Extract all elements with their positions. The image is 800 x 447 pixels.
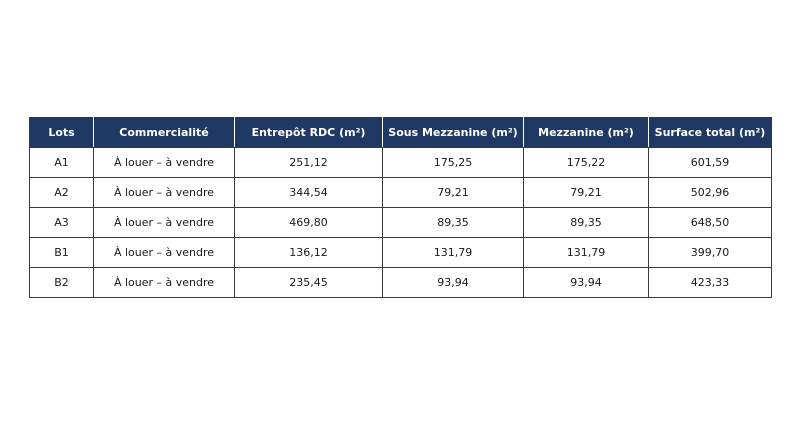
- table-row: B1 À louer – à vendre 136,12 131,79 131,…: [29, 237, 772, 268]
- header-mezzanine: Mezzanine (m²): [523, 117, 649, 148]
- cell-commercialite: À louer – à vendre: [93, 207, 235, 238]
- cell-entrepot-rdc: 251,12: [234, 147, 383, 178]
- cell-surface-total: 601,59: [648, 147, 772, 178]
- cell-commercialite: À louer – à vendre: [93, 177, 235, 208]
- header-row: Lots Commercialité Entrepôt RDC (m²) Sou…: [29, 117, 772, 148]
- cell-mezzanine: 79,21: [523, 177, 649, 208]
- cell-lot: A1: [29, 147, 94, 178]
- cell-lot: A3: [29, 207, 94, 238]
- cell-entrepot-rdc: 344,54: [234, 177, 383, 208]
- header-entrepot-rdc: Entrepôt RDC (m²): [234, 117, 383, 148]
- cell-surface-total: 502,96: [648, 177, 772, 208]
- header-sous-mezzanine: Sous Mezzanine (m²): [382, 117, 524, 148]
- header-surface-total: Surface total (m²): [648, 117, 772, 148]
- header-commercialite: Commercialité: [93, 117, 235, 148]
- table-row: A2 À louer – à vendre 344,54 79,21 79,21…: [29, 177, 772, 208]
- lots-table: Lots Commercialité Entrepôt RDC (m²) Sou…: [29, 117, 772, 298]
- table-row: B2 À louer – à vendre 235,45 93,94 93,94…: [29, 267, 772, 298]
- cell-mezzanine: 89,35: [523, 207, 649, 238]
- cell-sous-mezzanine: 89,35: [382, 207, 524, 238]
- table-row: A3 À louer – à vendre 469,80 89,35 89,35…: [29, 207, 772, 238]
- cell-mezzanine: 93,94: [523, 267, 649, 298]
- cell-mezzanine: 131,79: [523, 237, 649, 268]
- cell-mezzanine: 175,22: [523, 147, 649, 178]
- cell-sous-mezzanine: 79,21: [382, 177, 524, 208]
- cell-sous-mezzanine: 131,79: [382, 237, 524, 268]
- cell-commercialite: À louer – à vendre: [93, 267, 235, 298]
- cell-lot: A2: [29, 177, 94, 208]
- cell-lot: B1: [29, 237, 94, 268]
- cell-commercialite: À louer – à vendre: [93, 147, 235, 178]
- table-row: A1 À louer – à vendre 251,12 175,25 175,…: [29, 147, 772, 178]
- cell-commercialite: À louer – à vendre: [93, 237, 235, 268]
- cell-surface-total: 423,33: [648, 267, 772, 298]
- table-body: A1 À louer – à vendre 251,12 175,25 175,…: [29, 147, 772, 298]
- cell-surface-total: 648,50: [648, 207, 772, 238]
- table-header: Lots Commercialité Entrepôt RDC (m²) Sou…: [29, 117, 772, 148]
- cell-sous-mezzanine: 93,94: [382, 267, 524, 298]
- cell-surface-total: 399,70: [648, 237, 772, 268]
- cell-entrepot-rdc: 235,45: [234, 267, 383, 298]
- cell-lot: B2: [29, 267, 94, 298]
- cell-sous-mezzanine: 175,25: [382, 147, 524, 178]
- cell-entrepot-rdc: 469,80: [234, 207, 383, 238]
- header-lots: Lots: [29, 117, 94, 148]
- cell-entrepot-rdc: 136,12: [234, 237, 383, 268]
